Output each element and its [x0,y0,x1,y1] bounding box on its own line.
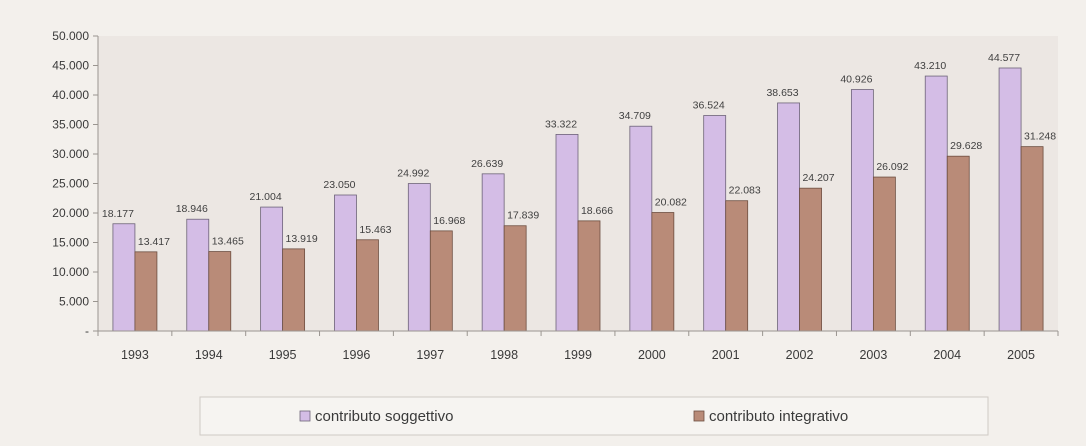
data-label: 13.417 [138,236,170,248]
bar-soggettivo-1993 [112,223,136,332]
bar-soggettivo-1997 [407,183,431,332]
data-label: 21.004 [250,191,282,203]
data-label: 34.709 [619,110,651,122]
bar-integrativo-1994 [208,251,232,332]
legend-swatch-series-2 [693,410,705,422]
x-tick-label: 2005 [1007,348,1035,362]
data-label: 18.666 [581,205,613,217]
y-tick-label: - [85,324,89,338]
data-label: 22.083 [729,185,761,197]
y-tick-label: 15.000 [52,236,89,250]
x-axis: 1993 1994 1995 1996 1997 1998 1999 2000 2001 2002… [97,330,1059,362]
x-tick-label: 1996 [343,348,371,362]
bar-integrativo-1999 [577,220,601,332]
data-label: 20.082 [655,197,687,209]
bar-soggettivo-2002 [777,102,800,332]
bar-integrativo-1996 [356,239,379,332]
bar-soggettivo-1998 [481,173,505,332]
bar-soggettivo-1995 [260,206,284,332]
legend-label-series-1: contributo soggettivo [315,408,453,425]
data-label: 23.050 [323,179,355,191]
y-tick-label: 35.000 [52,118,89,132]
data-label: 13.919 [286,233,318,245]
legend: contributo soggettivo contributo integra… [199,396,989,436]
y-tick-label: 50.000 [52,29,89,43]
data-label: 31.248 [1024,131,1056,143]
y-tick-label: 40.000 [52,88,89,102]
bars [112,67,1044,332]
bar-soggettivo-2005 [998,67,1022,332]
bar-soggettivo-1996 [334,194,357,332]
data-label: 17.839 [507,210,539,222]
legend-swatch-series-1 [299,410,311,422]
bar-soggettivo-1994 [186,218,210,332]
bar-integrativo-2002 [799,187,822,332]
x-tick-label: 1995 [269,348,297,362]
y-tick-label: 45.000 [52,59,89,73]
y-tick-label: 25.000 [52,177,89,191]
data-label: 44.577 [988,52,1020,64]
data-label: 24.207 [802,172,834,184]
legend-label-series-2: contributo integrativo [709,408,848,425]
y-tick-label: 5.000 [59,295,89,309]
x-tick-label: 1997 [416,348,444,362]
data-label: 26.092 [876,161,908,173]
x-tick-label: 2000 [638,348,666,362]
bar-soggettivo-2000 [629,125,653,332]
data-label: 18.946 [176,203,208,215]
data-label: 38.653 [766,87,798,99]
data-label: 43.210 [914,60,946,72]
data-label: 18.177 [102,208,134,220]
data-label: 24.992 [397,168,429,180]
data-label: 33.322 [545,118,577,130]
bar-integrativo-2004 [946,155,970,332]
bar-integrativo-2005 [1020,146,1044,332]
bar-soggettivo-2004 [924,75,948,332]
x-tick-label: 1993 [121,348,149,362]
legend-box [199,396,989,436]
bar-integrativo-2001 [725,200,749,332]
bar-integrativo-1993 [134,251,158,332]
data-label: 15.463 [359,224,391,236]
bar-integrativo-1997 [429,230,453,332]
bar-soggettivo-2001 [703,115,727,332]
bar-integrativo-2003 [872,176,896,332]
data-label: 29.628 [950,140,982,152]
x-tick-label: 1994 [195,348,223,362]
bar-soggettivo-1999 [555,134,579,332]
x-tick-label: 1998 [490,348,518,362]
x-tick-label: 2004 [933,348,961,362]
x-tick-label: 1999 [564,348,592,362]
bar-integrativo-2000 [651,212,675,332]
data-label: 16.968 [433,215,465,227]
data-label: 36.524 [693,100,725,112]
data-label: 40.926 [840,74,872,86]
bar-soggettivo-2003 [850,89,874,332]
x-tick-label: 2002 [786,348,814,362]
data-label: 13.465 [212,236,244,248]
y-tick-label: 10.000 [52,265,89,279]
y-tick-label: 30.000 [52,147,89,161]
x-tick-label: 2003 [859,348,887,362]
bar-integrativo-1995 [282,248,306,332]
y-tick-label: 20.000 [52,206,89,220]
y-axis: - 5.000 10.000 15.000 20.000 25.000 30.000 35.0… [52,29,99,338]
bar-integrativo-1998 [503,225,527,332]
data-label: 26.639 [471,158,503,170]
x-tick-label: 2001 [712,348,740,362]
data-labels: 18.177 13.417 18.946 13.465 21.004 13.919 23.0… [102,52,1056,248]
